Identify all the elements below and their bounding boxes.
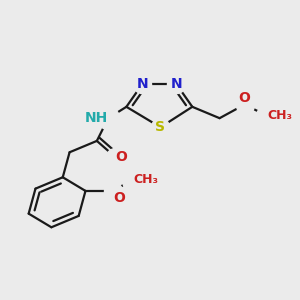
Text: O: O [113, 191, 124, 205]
Text: S: S [155, 120, 166, 134]
Text: NH: NH [85, 111, 108, 125]
Text: CH₃: CH₃ [267, 110, 292, 122]
Text: CH₃: CH₃ [133, 173, 158, 186]
Text: O: O [115, 150, 127, 164]
Text: N: N [136, 77, 148, 91]
Text: O: O [238, 91, 250, 104]
Text: N: N [171, 77, 182, 91]
